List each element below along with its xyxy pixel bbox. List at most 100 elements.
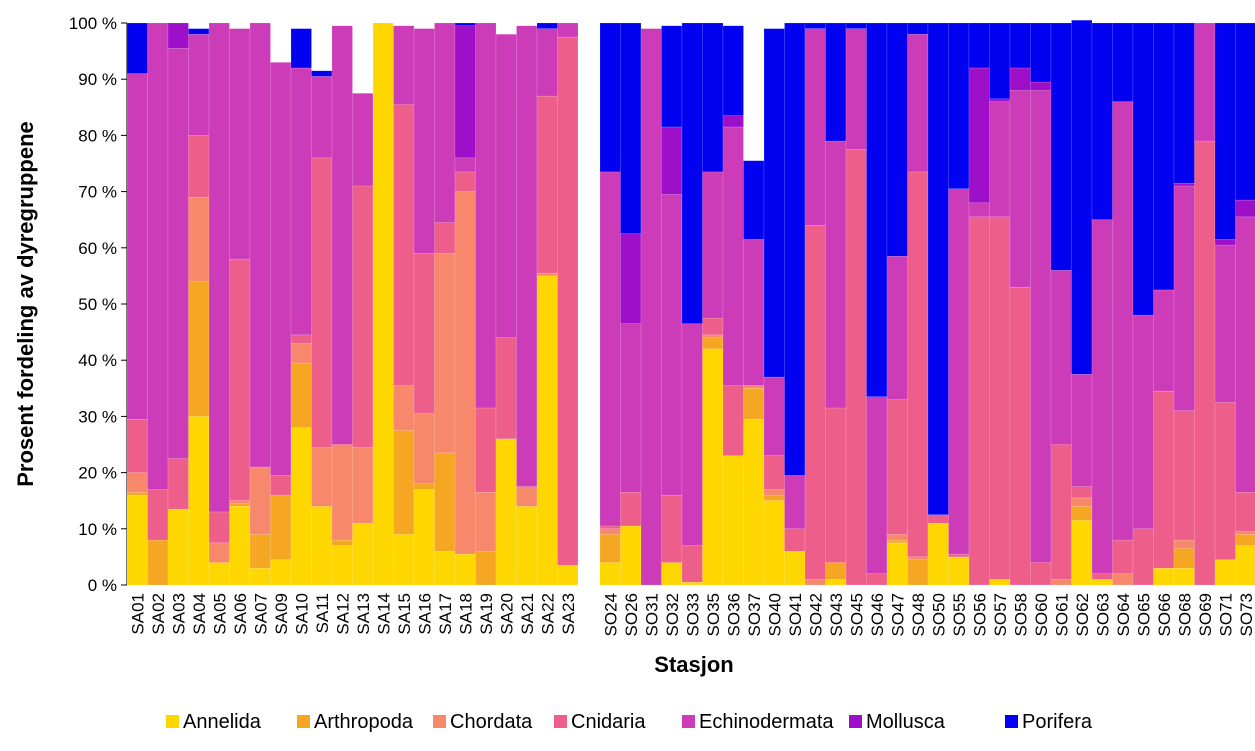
bar-segment-echinodermata (516, 25, 538, 487)
y-tick-label: 70 % (78, 183, 117, 202)
bar-segment-arthropoda (763, 494, 785, 501)
x-tick-label: SO47 (888, 593, 907, 636)
x-tick-label: SO60 (1032, 593, 1051, 636)
bar-segment-cnidaria (434, 222, 456, 254)
bar-segment-cnidaria (1194, 140, 1216, 586)
x-tick-label: SA23 (559, 593, 578, 635)
legend-item-chordata: Chordata (433, 711, 533, 733)
bar-segment-annelida (661, 562, 683, 586)
bar-segment-annelida (188, 416, 210, 586)
bar-segment-arthropoda (126, 492, 148, 496)
legend-label: Echinodermata (699, 711, 834, 733)
bar-segment-cnidaria (681, 545, 703, 583)
bar-segment-porifera (1091, 22, 1113, 220)
bar-segment-echinodermata (845, 28, 867, 150)
bar-segment-echinodermata (886, 256, 908, 400)
bar-segment-annelida (495, 438, 517, 586)
bar-segment-cnidaria (599, 525, 621, 529)
bar-segment-echinodermata (743, 239, 765, 386)
bar-segment-arthropoda (475, 551, 497, 586)
bar-segment-cnidaria (208, 511, 230, 544)
bar-segment-annelida (989, 579, 1011, 586)
x-tick-label: SO35 (704, 593, 723, 636)
bar-segment-cnidaria (1030, 562, 1052, 586)
x-tick-label: SO31 (642, 593, 661, 636)
bar-segment-echinodermata (784, 475, 806, 530)
bar-segment-echinodermata (147, 22, 169, 490)
x-tick-label: SO56 (970, 593, 989, 636)
bar-segment-arthropoda (1071, 506, 1093, 521)
bar-segment-cnidaria (126, 419, 148, 473)
bar-segment-porifera (1132, 22, 1154, 316)
bar-segment-echinodermata (989, 101, 1011, 218)
bar-segment-porifera (989, 22, 1011, 100)
bar-segment-arthropoda (907, 559, 929, 586)
x-axis-title: Stasjon (654, 652, 733, 677)
bar-segment-echinodermata (475, 22, 497, 409)
bar-segment-echinodermata (434, 22, 456, 223)
bar-segment-porifera (1173, 22, 1195, 184)
bar-segment-echinodermata (1030, 90, 1052, 563)
bar-segment-porifera (1235, 22, 1255, 201)
bar-segment-chordata (331, 444, 353, 541)
legend-label: Chordata (450, 711, 533, 733)
bar-segment-annelida (948, 556, 970, 586)
bar-segment-echinodermata (661, 194, 683, 496)
bar-segment-chordata (804, 579, 826, 586)
y-axis-title: Prosent fordeling av dyregruppene (13, 121, 38, 487)
bar-segment-porifera (784, 22, 806, 476)
bar-segment-arthropoda (743, 388, 765, 420)
y-tick-label: 20 % (78, 464, 117, 483)
bar-segment-echinodermata (948, 188, 970, 555)
bar-segment-annelida (126, 494, 148, 586)
bar-segment-cnidaria (1173, 410, 1195, 541)
bar-segment-porifera (126, 22, 148, 74)
bar-segment-annelida (434, 551, 456, 586)
bar-segment-chordata (393, 385, 415, 431)
y-tick-label: 10 % (78, 520, 117, 539)
bar-segment-annelida (599, 562, 621, 586)
x-tick-label: SO64 (1114, 593, 1133, 636)
bar-segment-mollusca (167, 22, 189, 49)
bar-segment-chordata (743, 385, 765, 389)
bar-segment-cnidaria (1235, 492, 1255, 532)
x-tick-label: SO65 (1134, 593, 1153, 636)
bar-segment-cnidaria (188, 135, 210, 198)
bar-segment-annelida (1214, 559, 1236, 586)
x-tick-label: SO73 (1237, 593, 1255, 636)
legend-swatch (554, 715, 567, 728)
legend-item-porifera: Porifera (1005, 711, 1093, 733)
bar-segment-porifera (1112, 22, 1134, 102)
bar-segment-porifera (1071, 19, 1093, 375)
bar-segment-mollusca (968, 67, 990, 204)
bar-segment-cnidaria (1112, 539, 1134, 574)
bar-segment-porifera (702, 22, 724, 173)
bar-segment-chordata (475, 492, 497, 552)
bar-segment-arthropoda (270, 494, 292, 560)
bar-segment-porifera (1050, 22, 1072, 271)
bar-segment-porifera (661, 25, 683, 128)
bar-segment-annelida (763, 500, 785, 586)
bar-segment-echinodermata (1153, 289, 1175, 392)
bar-segment-chordata (290, 343, 312, 364)
legend-label: Cnidaria (571, 711, 646, 733)
bar-segment-echinodermata (702, 171, 724, 319)
bar-segment-chordata (454, 191, 476, 555)
bar-segment-arthropoda (147, 539, 169, 586)
bar-segment-chordata (126, 472, 148, 493)
bar-segment-porifera (927, 22, 949, 515)
bar-segment-chordata (208, 542, 230, 563)
bar-segment-mollusca (1214, 239, 1236, 246)
bar-segment-echinodermata (393, 25, 415, 105)
bar-segment-annelida (722, 455, 744, 586)
x-tick-label: SO36 (724, 593, 743, 636)
bar-segment-annelida (270, 559, 292, 586)
x-tick-label: SA06 (231, 593, 250, 635)
legend-swatch (433, 715, 446, 728)
bar-segment-annelida (372, 22, 394, 586)
legend-label: Arthropoda (314, 711, 414, 733)
bar-segment-cnidaria (1132, 528, 1154, 586)
bar-segment-annelida (413, 489, 435, 586)
bar-segment-porifera (845, 22, 867, 29)
bar-segment-annelida (743, 419, 765, 586)
